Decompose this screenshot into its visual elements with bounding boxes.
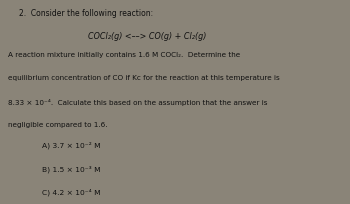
Text: A) 3.7 × 10⁻² M: A) 3.7 × 10⁻² M	[42, 142, 101, 149]
Text: 8.33 × 10⁻⁴.  Calculate this based on the assumption that the answer is: 8.33 × 10⁻⁴. Calculate this based on the…	[8, 99, 267, 106]
Text: 2.  Consider the following reaction:: 2. Consider the following reaction:	[19, 9, 153, 18]
Text: equilibrium concentration of CO if Kc for the reaction at this temperature is: equilibrium concentration of CO if Kc fo…	[8, 75, 279, 81]
Text: A reaction mixture initially contains 1.6 M COCl₂.  Determine the: A reaction mixture initially contains 1.…	[8, 52, 240, 58]
Text: B) 1.5 × 10⁻³ M: B) 1.5 × 10⁻³ M	[42, 165, 101, 173]
Text: negligible compared to 1.6.: negligible compared to 1.6.	[8, 122, 107, 128]
Text: COCl₂(g) <––> CO(g) + Cl₂(g): COCl₂(g) <––> CO(g) + Cl₂(g)	[88, 32, 206, 41]
Text: C) 4.2 × 10⁻⁴ M: C) 4.2 × 10⁻⁴ M	[42, 189, 101, 196]
